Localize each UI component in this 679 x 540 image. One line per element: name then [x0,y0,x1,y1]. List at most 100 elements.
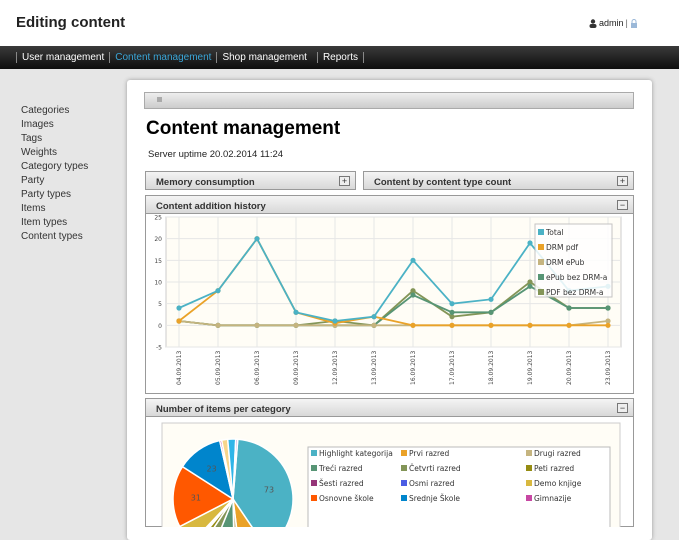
collapse-icon[interactable]: − [617,200,628,210]
header: Editing content admin | [0,0,679,46]
sidebar-item-images[interactable]: Images [21,119,54,130]
sidebar-item-categories[interactable]: Categories [21,105,70,116]
history-chart-area: -5 0 5 10 15 20 25 04.09.2013 05.09.2013 06.09.20… [145,214,634,394]
legend-label: Demo knjige [534,479,582,488]
data-point [293,322,299,328]
data-point [449,301,455,307]
by-type-panel-title: Content by content type count [374,177,512,188]
data-point [254,322,260,328]
home-icon[interactable] [157,97,162,102]
user-menu: admin | [589,18,638,28]
legend-swatch [401,495,407,501]
x-tick-label: 18.09.2013 [488,350,495,385]
legend-swatch [526,480,532,486]
legend-swatch [401,450,407,456]
data-point [332,318,338,324]
x-tick-label: 05.09.2013 [215,350,222,385]
expand-icon[interactable]: + [617,176,628,186]
data-point [176,318,182,324]
username-link[interactable]: admin [599,18,624,28]
memory-panel-title: Memory consumption [156,177,255,188]
nav-user-management[interactable]: User management [16,52,109,63]
y-tick-label: 25 [154,215,162,222]
legend-swatch [526,495,532,501]
legend-label: Gimnazije [534,494,572,503]
data-point [254,236,260,242]
y-tick-label: 15 [154,258,162,265]
legend-label: Osnovne škole [319,494,374,503]
sidebar-item-items[interactable]: Items [21,203,46,214]
data-point [488,322,494,328]
legend-label: Prvi razred [409,449,450,458]
content-panel: Content management Server uptime 20.02.2… [127,80,652,540]
nav-reports[interactable]: Reports [316,52,363,63]
sidebar: Categories Images Tags Weights Category … [21,104,88,244]
data-point [605,305,611,311]
x-tick-label: 04.09.2013 [176,350,183,385]
x-tick-label: 06.09.2013 [254,350,261,385]
y-tick-label: 20 [154,236,162,243]
y-tick-label: 10 [154,280,162,287]
data-point [527,279,533,285]
lock-icon[interactable] [630,18,638,28]
memory-panel-header[interactable]: Memory consumption + [145,171,356,190]
sidebar-item-content-types[interactable]: Content types [21,231,83,242]
legend-label: Highlight kategorija [319,449,393,458]
legend-swatch [311,465,317,471]
legend-label: Total [545,228,564,237]
legend-swatch [401,465,407,471]
legend-swatch [311,450,317,456]
history-panel-header[interactable]: Content addition history − [145,195,634,214]
legend-box [534,223,613,298]
sidebar-item-party[interactable]: Party [21,175,45,186]
legend-swatch [538,229,544,235]
collapse-icon[interactable]: − [617,403,628,413]
data-point [527,240,533,246]
y-tick-label: 0 [158,323,162,330]
legend-label: Osmi razred [409,479,455,488]
legend-label: DRM pdf [546,243,578,252]
data-point [488,296,494,302]
data-point [410,322,416,328]
legend-label: ePub bez DRM-a [546,273,607,282]
legend-swatch [311,495,317,501]
category-panel-header[interactable]: Number of items per category − [145,398,634,417]
x-tick-label: 16.09.2013 [410,350,417,385]
category-panel-title: Number of items per category [156,404,291,415]
by-type-panel-header[interactable]: Content by content type count + [363,171,634,190]
nav-divider [362,52,364,63]
data-point [605,322,611,328]
slice-label: 73 [264,486,274,495]
legend-swatch [538,244,544,250]
x-tick-label: 23.09.2013 [605,350,612,385]
sidebar-item-item-types[interactable]: Item types [21,217,68,228]
legend-swatch [538,259,544,265]
legend-label: Peti razred [534,464,574,473]
nav-shop-management[interactable]: Shop management [216,52,317,63]
slice-label: 31 [191,493,201,502]
nav-content-management[interactable]: Content management [109,52,216,63]
data-point [449,322,455,328]
x-tick-label: 17.09.2013 [449,350,456,385]
x-tick-label: 12.09.2013 [332,350,339,385]
legend-label: Drugi razred [534,449,581,458]
data-point [176,305,182,311]
y-tick-label: -5 [156,345,162,352]
pie-slice [232,438,239,500]
sidebar-item-category-types[interactable]: Category types [21,161,89,172]
sidebar-item-weights[interactable]: Weights [21,147,57,158]
legend-swatch [401,480,407,486]
expand-icon[interactable]: + [339,176,350,186]
data-point [410,292,416,298]
user-icon [589,18,597,28]
data-point [371,322,377,328]
sidebar-item-tags[interactable]: Tags [21,133,43,144]
data-point [410,288,416,294]
legend-label: Srednje Škole [409,494,460,503]
app-title: Editing content [16,14,126,31]
page-title: Content management [146,118,341,139]
data-point [566,305,572,311]
sidebar-item-party-types[interactable]: Party types [21,189,72,200]
